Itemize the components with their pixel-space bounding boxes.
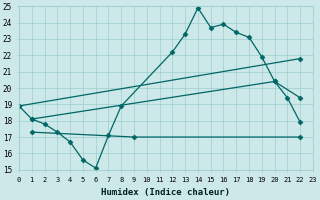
X-axis label: Humidex (Indice chaleur): Humidex (Indice chaleur) bbox=[101, 188, 230, 197]
